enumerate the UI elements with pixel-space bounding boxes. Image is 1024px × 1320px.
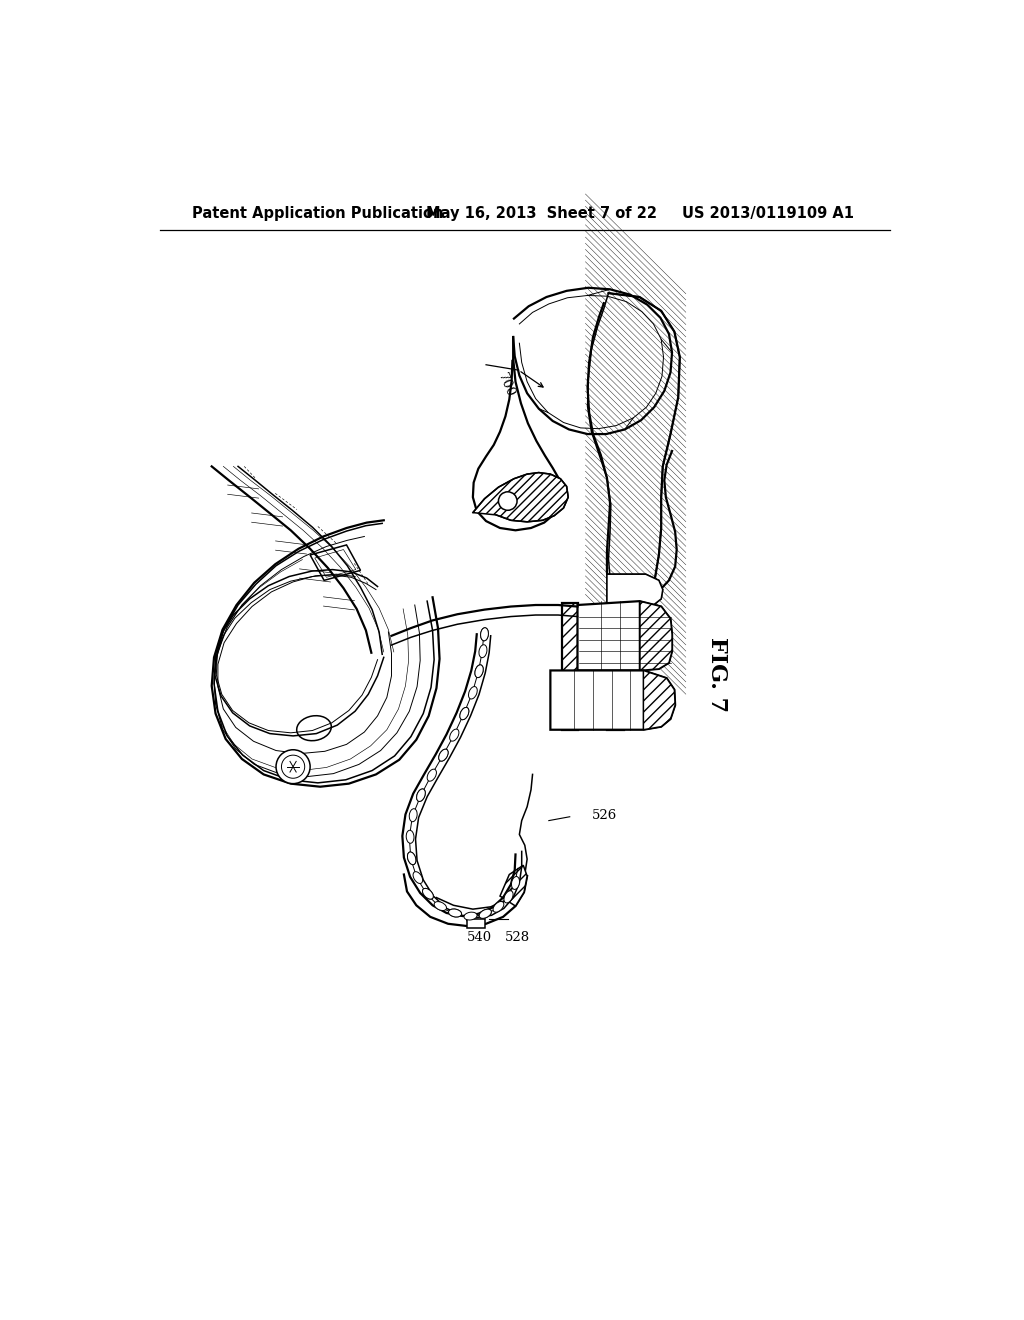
Text: May 16, 2013  Sheet 7 of 22: May 16, 2013 Sheet 7 of 22 bbox=[426, 206, 657, 222]
Text: 540: 540 bbox=[467, 931, 492, 944]
Circle shape bbox=[276, 750, 310, 784]
Polygon shape bbox=[643, 671, 675, 730]
Polygon shape bbox=[500, 866, 527, 906]
Ellipse shape bbox=[464, 912, 477, 920]
Polygon shape bbox=[607, 574, 663, 607]
Polygon shape bbox=[640, 601, 672, 671]
Ellipse shape bbox=[449, 909, 462, 917]
Circle shape bbox=[282, 755, 305, 779]
Ellipse shape bbox=[434, 902, 446, 911]
Ellipse shape bbox=[427, 770, 436, 781]
Text: Patent Application Publication: Patent Application Publication bbox=[191, 206, 443, 222]
Ellipse shape bbox=[504, 891, 513, 903]
Polygon shape bbox=[467, 919, 485, 928]
Ellipse shape bbox=[475, 665, 483, 677]
Ellipse shape bbox=[423, 888, 433, 899]
Ellipse shape bbox=[297, 715, 332, 741]
Ellipse shape bbox=[408, 851, 416, 865]
Text: US 2013/0119109 A1: US 2013/0119109 A1 bbox=[682, 206, 854, 222]
Polygon shape bbox=[550, 671, 675, 730]
Text: 526: 526 bbox=[592, 809, 616, 822]
Ellipse shape bbox=[417, 789, 425, 801]
Ellipse shape bbox=[449, 909, 462, 917]
Polygon shape bbox=[314, 549, 356, 577]
Ellipse shape bbox=[511, 876, 519, 890]
Polygon shape bbox=[562, 603, 578, 730]
Ellipse shape bbox=[480, 628, 488, 640]
Ellipse shape bbox=[479, 909, 492, 919]
Ellipse shape bbox=[460, 708, 469, 719]
Ellipse shape bbox=[417, 789, 425, 801]
Polygon shape bbox=[607, 603, 624, 730]
Ellipse shape bbox=[475, 665, 483, 677]
Ellipse shape bbox=[423, 888, 433, 899]
Text: 700: 700 bbox=[496, 371, 517, 400]
Ellipse shape bbox=[479, 644, 487, 657]
Ellipse shape bbox=[413, 871, 423, 883]
Text: FIG. 7: FIG. 7 bbox=[706, 636, 728, 711]
Text: 528: 528 bbox=[505, 931, 530, 944]
Ellipse shape bbox=[410, 809, 417, 822]
Polygon shape bbox=[473, 473, 568, 521]
Ellipse shape bbox=[407, 830, 414, 843]
Polygon shape bbox=[607, 574, 663, 607]
Polygon shape bbox=[588, 293, 680, 601]
Text: 519: 519 bbox=[607, 623, 620, 648]
Ellipse shape bbox=[438, 750, 449, 762]
Ellipse shape bbox=[408, 851, 416, 865]
Polygon shape bbox=[310, 545, 360, 581]
Ellipse shape bbox=[469, 686, 477, 700]
Circle shape bbox=[499, 492, 517, 511]
Ellipse shape bbox=[438, 750, 449, 762]
Ellipse shape bbox=[493, 902, 504, 912]
Polygon shape bbox=[578, 601, 672, 671]
Ellipse shape bbox=[480, 628, 488, 640]
Ellipse shape bbox=[450, 729, 459, 741]
Ellipse shape bbox=[479, 909, 492, 919]
Ellipse shape bbox=[460, 708, 469, 719]
